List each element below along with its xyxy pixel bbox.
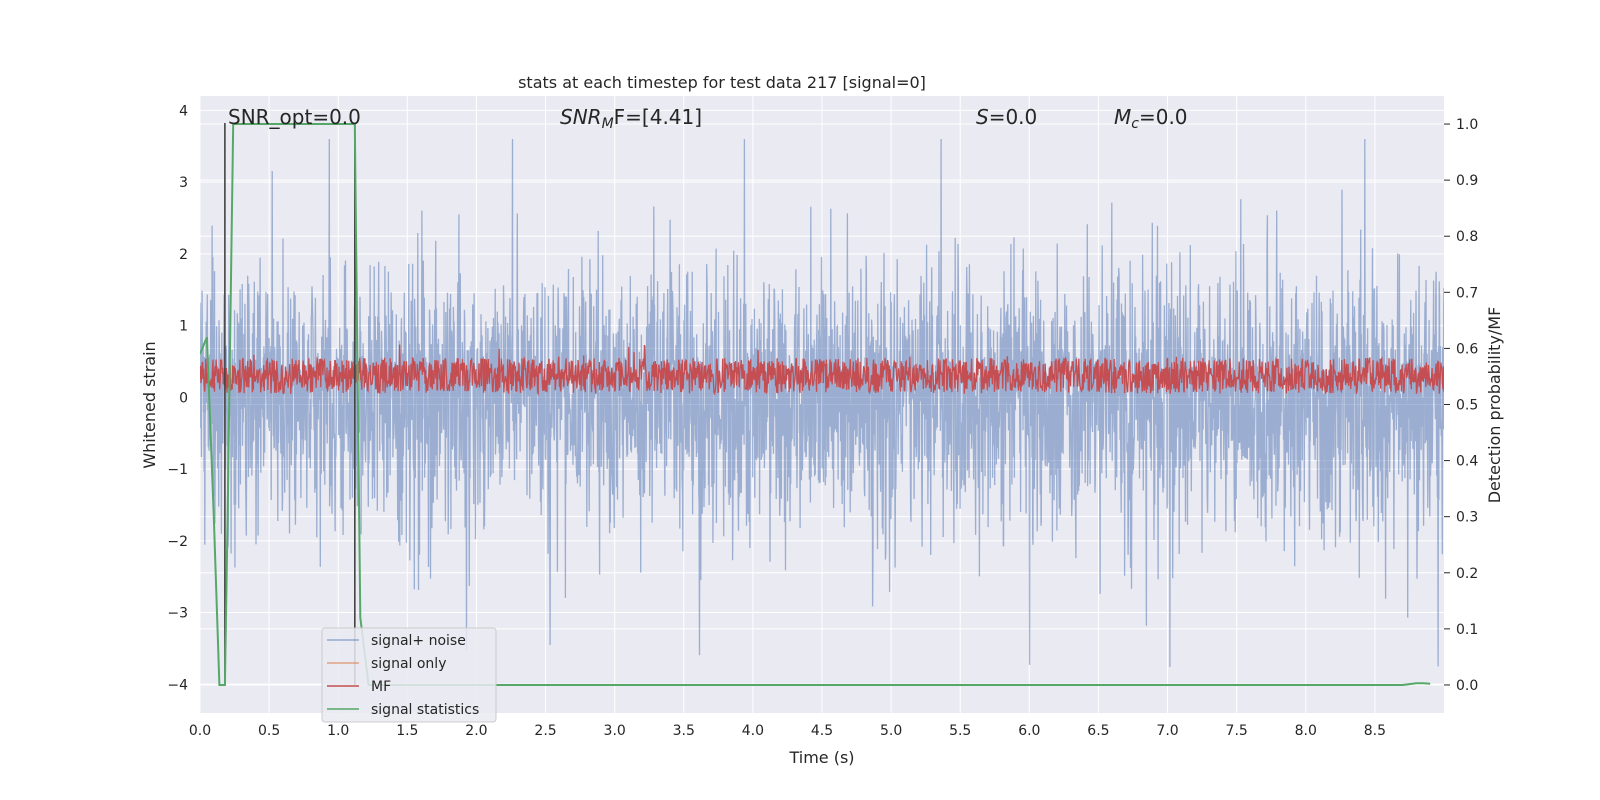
y-right-tick-label: 0.9 bbox=[1456, 173, 1478, 189]
annotation-snr-mf: SNRMF=[4.41] bbox=[560, 105, 702, 132]
y-axis-label: Whitened strain bbox=[140, 341, 159, 468]
x-tick-label: 8.0 bbox=[1295, 723, 1317, 739]
x-tick-label: 6.0 bbox=[1018, 723, 1040, 739]
y-tick-label: −1 bbox=[167, 462, 188, 478]
annotation-snr-mf-main: SNR bbox=[560, 105, 602, 129]
y-tick-label: 4 bbox=[179, 103, 188, 119]
y-right-tick-label: 0.1 bbox=[1456, 622, 1478, 638]
series-signal-statistics bbox=[200, 123, 1431, 686]
x-tick-label: 3.5 bbox=[673, 723, 695, 739]
axis-ticks: 0.0 0.5 1.0 1.5 2.0 2.5 3.0 3.5 4.0 4.5 5.0 5.5 6.0 6… bbox=[167, 103, 1478, 739]
annotation-snr-opt: SNR_opt=0.0 bbox=[228, 105, 361, 129]
vertical-markers bbox=[224, 123, 356, 685]
series-line-mf bbox=[200, 344, 1444, 396]
x-tick-label: 1.5 bbox=[396, 723, 418, 739]
legend-label-mf: MF bbox=[371, 679, 391, 695]
chart-title: stats at each timestep for test data 217… bbox=[518, 73, 926, 92]
y-right-tick-label: 0.8 bbox=[1456, 229, 1478, 245]
annotation-mc-sub: c bbox=[1131, 116, 1139, 132]
y-tick-label: −2 bbox=[167, 534, 188, 550]
annotation-snr-mf-sub: M bbox=[602, 116, 614, 132]
y-right-tick-label: 1.0 bbox=[1456, 117, 1478, 133]
x-tick-label: 5.0 bbox=[880, 723, 902, 739]
x-tick-label: 6.5 bbox=[1087, 723, 1109, 739]
y-right-tick-label: 0.3 bbox=[1456, 510, 1478, 526]
y-tick-label: 2 bbox=[179, 247, 188, 263]
x-tick-label: 4.5 bbox=[811, 723, 833, 739]
series-signal-noise bbox=[200, 138, 1444, 668]
y-tick-label: 1 bbox=[179, 319, 188, 335]
x-tick-label: 2.0 bbox=[465, 723, 487, 739]
y-tick-label: 3 bbox=[179, 175, 188, 191]
annotation-s-rest: =0.0 bbox=[989, 105, 1038, 129]
x-tick-label: 7.0 bbox=[1156, 723, 1178, 739]
x-tick-label: 2.5 bbox=[534, 723, 556, 739]
annotation-mc-main: M bbox=[1114, 105, 1131, 129]
legend-label-signal-noise: signal+ noise bbox=[371, 633, 466, 649]
y-right-tick-label: 0.2 bbox=[1456, 566, 1478, 582]
x-tick-label: 4.0 bbox=[742, 723, 764, 739]
y-right-tick-label: 0.0 bbox=[1456, 678, 1478, 694]
annotation-s-main: S bbox=[976, 105, 989, 129]
series-line-signal-statistics bbox=[200, 123, 1431, 686]
legend-label-signal-only: signal only bbox=[371, 656, 446, 672]
series-mf bbox=[200, 344, 1444, 396]
y-right-tick-label: 0.6 bbox=[1456, 341, 1478, 357]
y-right-tick-label: 0.5 bbox=[1456, 398, 1478, 414]
legend: signal+ noise signal only MF signal stat… bbox=[321, 627, 497, 723]
legend-box bbox=[321, 627, 497, 723]
y-right-tick-label: 0.7 bbox=[1456, 285, 1478, 301]
y-axis-right-label: Detection probability/MF bbox=[1485, 307, 1504, 504]
x-tick-label: 3.0 bbox=[604, 723, 626, 739]
x-tick-label: 8.5 bbox=[1364, 723, 1386, 739]
y-tick-label: −4 bbox=[167, 677, 188, 693]
annotation-s: S=0.0 bbox=[976, 105, 1037, 129]
legend-label-signal-statistics: signal statistics bbox=[371, 702, 479, 718]
y-right-tick-label: 0.4 bbox=[1456, 454, 1478, 470]
x-tick-label: 0.0 bbox=[189, 723, 211, 739]
series-line-signal-noise bbox=[200, 138, 1444, 668]
x-axis-label: Time (s) bbox=[788, 748, 854, 767]
annotation-mc: Mc=0.0 bbox=[1114, 105, 1188, 132]
x-tick-label: 7.5 bbox=[1226, 723, 1248, 739]
y-tick-label: −3 bbox=[167, 606, 188, 622]
annotation-snr-mf-rest: F=[4.41] bbox=[614, 105, 702, 129]
x-tick-label: 5.5 bbox=[949, 723, 971, 739]
x-tick-label: 0.5 bbox=[258, 723, 280, 739]
x-tick-label: 1.0 bbox=[327, 723, 349, 739]
y-tick-label: 0 bbox=[179, 390, 188, 406]
annotation-mc-rest: =0.0 bbox=[1139, 105, 1188, 129]
